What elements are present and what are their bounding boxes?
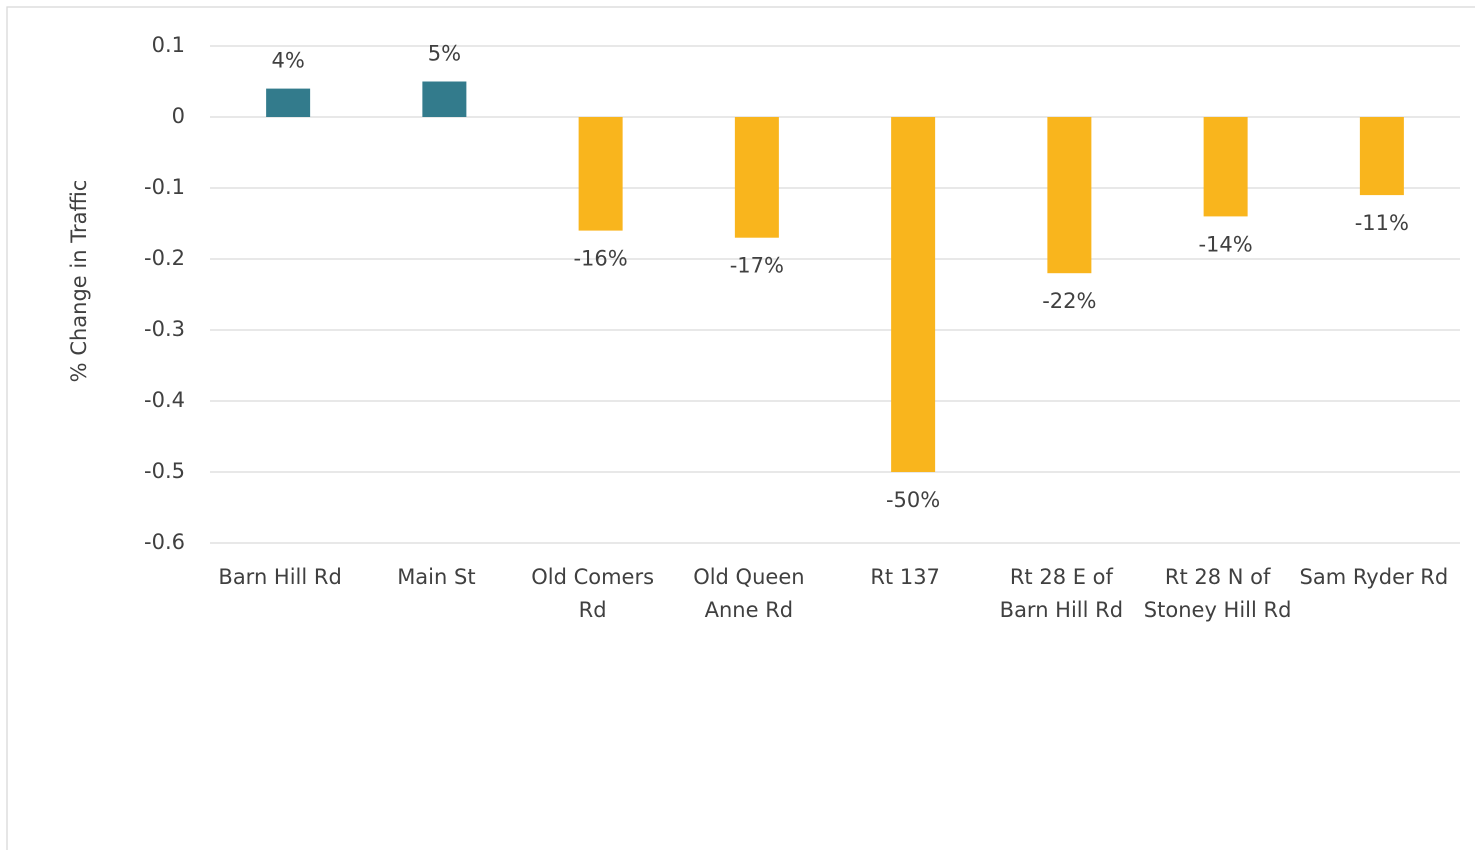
y-tick-label: -0.5 xyxy=(144,459,185,483)
x-tick-label: Rt 137 xyxy=(870,565,940,589)
x-tick-label: Sam Ryder Rd xyxy=(1300,565,1449,589)
data-label: -11% xyxy=(1355,211,1409,235)
bar xyxy=(1203,117,1248,217)
y-tick-label: 0 xyxy=(172,104,185,128)
bar xyxy=(1359,117,1404,196)
data-label: -22% xyxy=(1042,289,1096,313)
x-tick-label: Old Comers Rd xyxy=(531,565,654,622)
bar xyxy=(891,117,936,472)
data-label: 5% xyxy=(428,42,461,66)
y-tick-label: 0.1 xyxy=(152,33,185,57)
x-tick-label: Main St xyxy=(397,565,475,589)
data-label: 4% xyxy=(271,49,304,73)
y-tick-label: -0.2 xyxy=(144,246,185,270)
chart-frame xyxy=(6,6,1475,854)
y-tick-label: -0.4 xyxy=(144,388,185,412)
data-label: -50% xyxy=(886,488,940,512)
bar xyxy=(266,88,311,117)
bar xyxy=(422,81,467,117)
x-tick-label: Old Queen Anne Rd xyxy=(693,565,804,622)
bar xyxy=(578,117,623,231)
bar xyxy=(734,117,779,238)
data-label: -17% xyxy=(730,254,784,278)
x-tick-label: Rt 28 N of Stoney Hill Rd xyxy=(1144,565,1292,622)
data-label: -16% xyxy=(573,247,627,271)
y-axis-title: % Change in Traffic xyxy=(67,180,91,383)
y-tick-label: -0.3 xyxy=(144,317,185,341)
data-label: -14% xyxy=(1198,232,1252,256)
x-tick-label: Rt 28 E of Barn Hill Rd xyxy=(1000,565,1123,622)
y-tick-label: -0.1 xyxy=(144,175,185,199)
bar xyxy=(1047,117,1092,274)
y-tick-label: -0.6 xyxy=(144,530,185,554)
x-tick-label: Barn Hill Rd xyxy=(218,565,341,589)
